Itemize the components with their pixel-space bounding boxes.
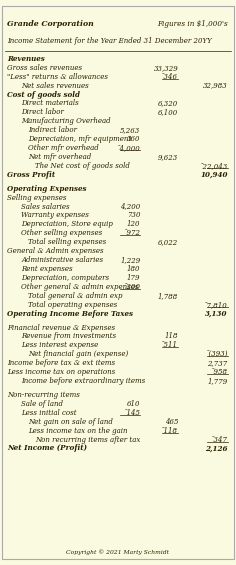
Text: 6,022: 6,022: [158, 238, 178, 246]
Text: 610: 610: [127, 400, 140, 408]
Text: Sales salaries: Sales salaries: [21, 202, 70, 211]
Text: 120: 120: [127, 220, 140, 228]
Text: Net gain on sale of land: Net gain on sale of land: [28, 418, 113, 425]
Text: 32,983: 32,983: [203, 81, 228, 90]
Text: Net Income (Profit): Net Income (Profit): [7, 445, 87, 453]
Text: Cost of goods sold: Cost of goods sold: [7, 90, 80, 98]
Text: Direct labor: Direct labor: [21, 108, 64, 116]
Text: Net financial gain (expense): Net financial gain (expense): [28, 350, 129, 358]
Text: Warranty expenses: Warranty expenses: [21, 211, 89, 219]
FancyBboxPatch shape: [2, 6, 234, 559]
Text: 179: 179: [127, 274, 140, 282]
Text: Total general & admin exp: Total general & admin exp: [28, 292, 123, 300]
Text: 2,126: 2,126: [205, 445, 228, 453]
Text: 1,229: 1,229: [120, 256, 140, 264]
Text: Revenue from investments: Revenue from investments: [21, 332, 116, 341]
Text: ¯347: ¯347: [211, 436, 228, 444]
Text: 360: 360: [127, 135, 140, 143]
Text: Total operating expenses: Total operating expenses: [28, 301, 118, 308]
Text: Depreciation, mfr equipment: Depreciation, mfr equipment: [28, 135, 132, 143]
Text: 33,329: 33,329: [153, 64, 178, 72]
Text: ¯958: ¯958: [211, 368, 228, 376]
Text: The Net cost of goods sold: The Net cost of goods sold: [35, 162, 130, 170]
Text: 180: 180: [127, 265, 140, 273]
Text: Non-recurring items: Non-recurring items: [7, 391, 80, 399]
Text: ¯118: ¯118: [161, 427, 178, 434]
Text: ¯145: ¯145: [123, 408, 140, 417]
Text: Income Statement for the Year Ended 31 December 20YY: Income Statement for the Year Ended 31 D…: [7, 37, 212, 45]
Text: Depreciation, Store equip: Depreciation, Store equip: [21, 220, 113, 228]
Text: 10,940: 10,940: [200, 171, 228, 179]
Text: Other general & admin expenses: Other general & admin expenses: [21, 283, 139, 291]
Text: Less interest expense: Less interest expense: [21, 341, 98, 349]
Text: Less income tax on operations: Less income tax on operations: [7, 368, 115, 376]
Text: 3,130: 3,130: [205, 310, 228, 318]
Text: 4,200: 4,200: [120, 202, 140, 211]
Text: 465: 465: [165, 418, 178, 425]
Text: Operating Expenses: Operating Expenses: [7, 185, 87, 193]
Text: Revenues: Revenues: [7, 55, 45, 63]
Text: Total selling expenses: Total selling expenses: [28, 238, 107, 246]
Text: ¯4,000: ¯4,000: [117, 144, 140, 152]
Text: Income before extraordinary items: Income before extraordinary items: [21, 377, 145, 385]
Text: ¯972: ¯972: [123, 229, 140, 237]
Text: Financial revenue & Expenses: Financial revenue & Expenses: [7, 324, 115, 332]
Text: ¯511: ¯511: [161, 341, 178, 349]
Text: Net mfr overhead: Net mfr overhead: [28, 153, 92, 161]
Text: Depreciation, computers: Depreciation, computers: [21, 274, 109, 282]
Text: Other mfr overhead: Other mfr overhead: [28, 144, 99, 152]
Text: Manufacturing Overhead: Manufacturing Overhead: [21, 118, 111, 125]
Text: Selling expenses: Selling expenses: [7, 194, 67, 202]
Text: 1,788: 1,788: [158, 292, 178, 300]
Text: General & Admin expenses: General & Admin expenses: [7, 247, 104, 255]
Text: Direct materials: Direct materials: [21, 99, 79, 107]
Text: Gross sales revenues: Gross sales revenues: [7, 64, 82, 72]
Text: "Less" returns & allowances: "Less" returns & allowances: [7, 73, 108, 81]
Text: Sale of land: Sale of land: [21, 400, 63, 408]
Text: ¯346: ¯346: [161, 73, 178, 81]
Text: 1,779: 1,779: [207, 377, 228, 385]
Text: 730: 730: [127, 211, 140, 219]
Text: Administrative salaries: Administrative salaries: [21, 256, 103, 264]
Text: Operating Income Before Taxes: Operating Income Before Taxes: [7, 310, 133, 318]
Text: Less initial cost: Less initial cost: [21, 408, 77, 417]
Text: ¯200: ¯200: [123, 283, 140, 291]
Text: Less income tax on the gain: Less income tax on the gain: [28, 427, 128, 434]
Text: Rent expenses: Rent expenses: [21, 265, 73, 273]
Text: Indirect labor: Indirect labor: [28, 126, 77, 134]
Text: Figures in $1,000's: Figures in $1,000's: [157, 20, 228, 28]
Text: 2,737: 2,737: [207, 359, 228, 367]
Text: Net sales revenues: Net sales revenues: [21, 81, 89, 90]
Text: 5,263: 5,263: [120, 126, 140, 134]
Text: Grande Corporation: Grande Corporation: [7, 20, 94, 28]
Text: 6,100: 6,100: [158, 108, 178, 116]
Text: Copyright © 2021 Marty Schmidt: Copyright © 2021 Marty Schmidt: [67, 549, 169, 555]
Text: ¯7,810: ¯7,810: [204, 301, 228, 308]
Text: 9,623: 9,623: [158, 153, 178, 161]
Text: ¯(393): ¯(393): [205, 350, 228, 358]
Text: Gross Profit: Gross Profit: [7, 171, 55, 179]
Text: 6,320: 6,320: [158, 99, 178, 107]
Text: ¯22,043: ¯22,043: [199, 162, 228, 170]
Text: Income before tax & ext items: Income before tax & ext items: [7, 359, 115, 367]
Text: Other selling expenses: Other selling expenses: [21, 229, 102, 237]
Text: Non recurring items after tax: Non recurring items after tax: [35, 436, 141, 444]
Text: 118: 118: [165, 332, 178, 341]
